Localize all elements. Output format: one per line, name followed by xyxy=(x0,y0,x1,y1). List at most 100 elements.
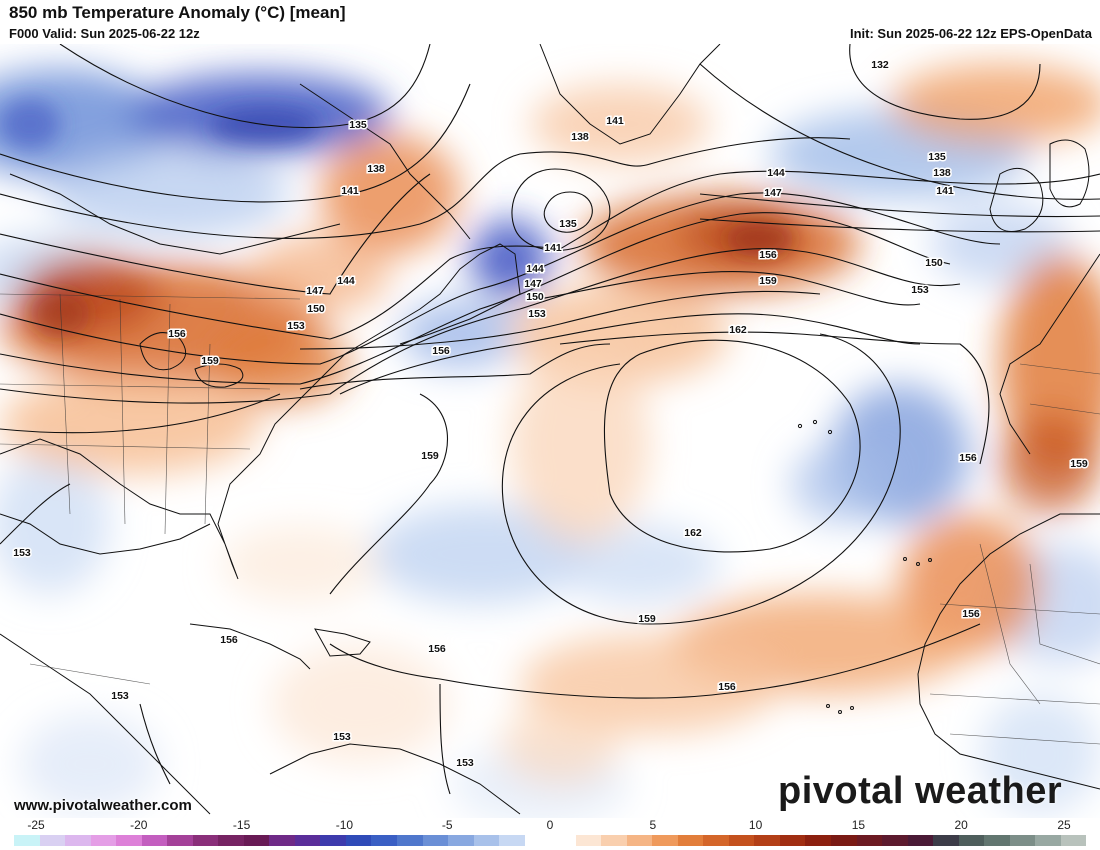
colorbar-swatch xyxy=(192,835,219,846)
colorbar-swatch xyxy=(1060,835,1087,846)
contour-label: 159 xyxy=(638,613,656,625)
colorbar-swatch xyxy=(779,835,806,846)
colorbar-swatch xyxy=(294,835,321,846)
contour-label: 141 xyxy=(606,115,624,127)
colorbar-swatch xyxy=(907,835,934,846)
colorbar-swatch xyxy=(499,835,525,846)
colorbar-swatch xyxy=(626,835,653,846)
colorbar-swatch xyxy=(167,835,193,846)
contour-label: 138 xyxy=(933,167,951,179)
colorbar-swatch xyxy=(116,835,142,846)
colorbar-tick-label: 25 xyxy=(1057,818,1071,832)
contour-label: 153 xyxy=(333,731,351,743)
contour-label: 135 xyxy=(559,218,577,230)
contour-label: 156 xyxy=(428,643,446,655)
contour-labels: 132 135 135 135 138 138 138 141 141 141 … xyxy=(12,58,1090,771)
colorbar-swatch xyxy=(448,835,474,846)
colorbar-swatch xyxy=(14,835,40,846)
colorbar-swatch xyxy=(984,835,1010,846)
contour-label: 156 xyxy=(220,634,238,646)
colorbar-swatch xyxy=(422,835,449,846)
height-contours xyxy=(0,44,1100,795)
contour-label: 153 xyxy=(13,547,31,559)
colorbar-tick-label: -5 xyxy=(441,818,453,832)
colorbar-swatch xyxy=(269,835,295,846)
header-bar: 850 mb Temperature Anomaly (°C) [mean] F… xyxy=(0,0,1100,44)
contour-label: 153 xyxy=(287,320,305,332)
contour-label: 156 xyxy=(718,681,736,693)
contour-label: 159 xyxy=(759,275,777,287)
colorbar-swatch xyxy=(856,835,883,846)
colorbar-swatch xyxy=(703,835,729,846)
contour-label: 159 xyxy=(421,450,439,462)
valid-time: F000 Valid: Sun 2025-06-22 12z xyxy=(9,26,200,41)
contour-label: 156 xyxy=(168,328,186,340)
contour-label: 135 xyxy=(928,151,946,163)
colorbar-tick-label: -25 xyxy=(27,818,45,832)
contour-label: 138 xyxy=(367,163,385,175)
contour-label: 141 xyxy=(936,185,954,197)
contour-label: 156 xyxy=(959,452,977,464)
colorbar-swatch xyxy=(805,835,831,846)
contour-label: 159 xyxy=(1070,458,1088,470)
contour-label: 153 xyxy=(911,284,929,296)
colorbar-tick-label: 10 xyxy=(748,818,763,832)
contour-label: 150 xyxy=(925,257,943,269)
contour-label: 141 xyxy=(341,185,359,197)
colorbar-swatch xyxy=(550,835,576,846)
colorbar-swatch xyxy=(652,835,678,846)
colorbar-swatch xyxy=(39,835,66,846)
website-url: www.pivotalweather.com xyxy=(14,797,192,814)
contour-label: 162 xyxy=(684,527,702,539)
colorbar-swatch xyxy=(677,835,704,846)
colorbar-swatch xyxy=(601,835,627,846)
contour-label: 159 xyxy=(201,355,219,367)
colorbar-strip xyxy=(14,835,1087,846)
contour-label: 144 xyxy=(337,275,355,287)
map-title: 850 mb Temperature Anomaly (°C) [mean] xyxy=(9,3,346,22)
colorbar-tick-label: 5 xyxy=(649,818,657,832)
contour-label: 144 xyxy=(767,167,785,179)
contour-label: 147 xyxy=(524,278,542,290)
colorbar-tick-label: 0 xyxy=(546,818,554,832)
contour-label: 150 xyxy=(307,303,325,315)
colorbar-swatch xyxy=(1035,835,1061,846)
colorbar-swatch xyxy=(1009,835,1036,846)
colorbar-swatch xyxy=(524,835,551,846)
temperature-anomaly-map: 132 135 135 135 138 138 138 141 141 141 … xyxy=(0,44,1100,818)
colorbar-swatch xyxy=(345,835,372,846)
contour-label: 138 xyxy=(571,131,589,143)
colorbar-swatch xyxy=(90,835,117,846)
colorbar-swatch xyxy=(958,835,985,846)
colorbar-swatch xyxy=(396,835,423,846)
colorbar-swatch xyxy=(728,835,755,846)
colorbar-tick-label: 15 xyxy=(851,818,866,832)
colorbar-swatch xyxy=(831,835,857,846)
colorbar-swatch xyxy=(575,835,602,846)
colorbar-tick-label: 20 xyxy=(954,818,968,832)
contour-label: 144 xyxy=(526,263,544,275)
contour-label: 153 xyxy=(456,757,474,769)
brand-logo: pivotal weather xyxy=(778,770,1063,812)
colorbar-swatch xyxy=(320,835,346,846)
colorbar-swatch xyxy=(243,835,270,846)
colorbar-labels: -25 -20 -15 -10 -5 0 5 10 15 20 25 xyxy=(0,818,1100,832)
contour-label: 150 xyxy=(526,291,544,303)
contour-label: 135 xyxy=(349,119,367,131)
contour-label: 153 xyxy=(111,690,129,702)
colorbar-swatch xyxy=(473,835,500,846)
colorbar-tick-label: -10 xyxy=(335,818,354,832)
contour-label: 141 xyxy=(544,242,562,254)
contour-label: 156 xyxy=(759,249,777,261)
colorbar-tick-label: -20 xyxy=(130,818,148,832)
colorbar-swatch xyxy=(141,835,168,846)
coastlines xyxy=(0,44,1100,815)
contour-label: 156 xyxy=(432,345,450,357)
colorbar-swatch xyxy=(754,835,780,846)
colorbar-swatch xyxy=(371,835,397,846)
colorbar-swatch xyxy=(65,835,91,846)
init-time: Init: Sun 2025-06-22 12z EPS-OpenData xyxy=(849,26,1092,41)
colorbar-swatch xyxy=(933,835,959,846)
colorbar-tick-label: -15 xyxy=(232,818,251,832)
colorbar-swatch xyxy=(218,835,244,846)
